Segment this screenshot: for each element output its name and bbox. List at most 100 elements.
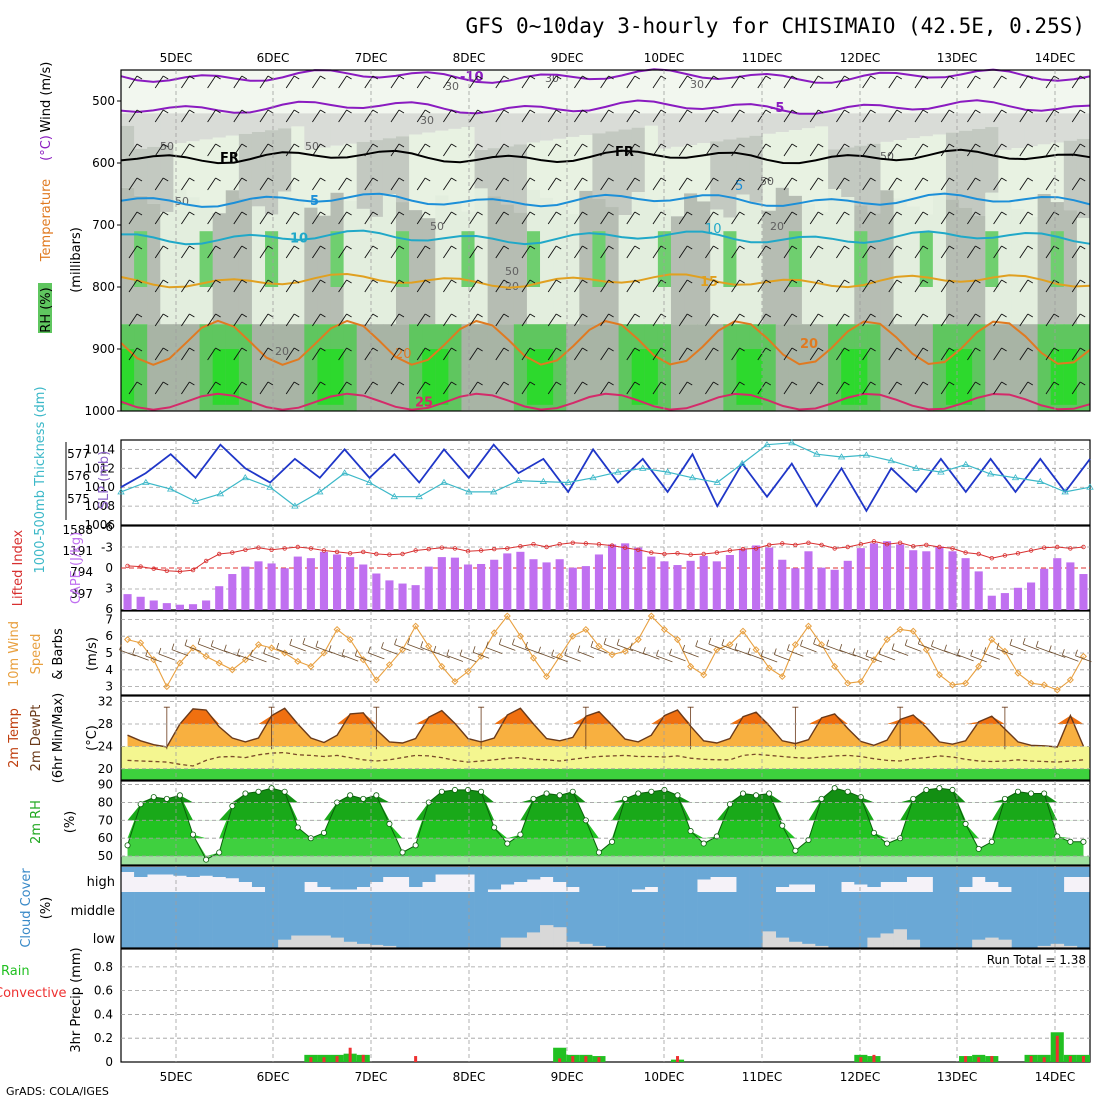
cloud-low-bar: [867, 937, 881, 948]
rh-band: [906, 138, 921, 207]
rh-band: [500, 146, 515, 205]
wind-barb: [862, 279, 876, 293]
cloud-middle-bar: [670, 892, 685, 948]
wind-barb: [783, 177, 798, 191]
cloud-middle-bar: [422, 892, 436, 948]
wind-barb: [547, 211, 562, 225]
cloud-middle-bar: [828, 892, 842, 948]
rh-band: [697, 201, 711, 325]
cloud-high-bar: [173, 867, 187, 876]
wind-tick-label: 7: [105, 612, 113, 626]
li-tick-label: -6: [101, 520, 113, 534]
rh-band: [238, 133, 253, 199]
lifted-index-point: [230, 550, 235, 555]
wind-speed-point: [254, 641, 263, 649]
wind-barb: [914, 109, 929, 123]
wind-barb: [940, 109, 955, 123]
lifted-index-point: [911, 544, 916, 549]
wind-barb: [600, 109, 614, 123]
wind-barb: [783, 211, 798, 225]
wind-barb: [312, 245, 326, 259]
cloud-low-bar: [1063, 945, 1078, 948]
rh-band: [278, 324, 292, 411]
wind-speed-point: [713, 646, 721, 654]
minmax-bar: [478, 706, 485, 750]
wind-barb-10m: [538, 646, 555, 660]
bottom-date-label: 6DEC: [257, 1070, 290, 1084]
wind-barb: [285, 177, 300, 191]
cloud-middle-bar: [919, 892, 934, 948]
wind-barb: [416, 245, 431, 259]
cloud-middle-bar: [932, 892, 947, 948]
lifted-index-point: [269, 547, 274, 552]
cape-bar: [385, 580, 394, 610]
temperature-contour-label: 10: [705, 222, 722, 237]
rh-band: [919, 136, 934, 215]
cloud-high-bar: [684, 867, 698, 892]
upper-air-frame: [120, 69, 1091, 412]
rh-point: [936, 785, 943, 792]
wind-barb-10m: [171, 643, 189, 657]
wind-speed-point: [412, 622, 420, 630]
lifted-index-point: [518, 544, 523, 549]
cloud-high-bar: [1011, 867, 1025, 892]
wind-barb: [1019, 75, 1034, 89]
wind-barb: [547, 245, 562, 259]
wind-barb: [731, 347, 745, 361]
rh-band: [998, 324, 1012, 411]
wind-barb: [862, 347, 876, 361]
wind-speed-point: [464, 667, 472, 676]
rh-band: [801, 324, 816, 411]
rh-band: [540, 140, 554, 198]
wind-barb-10m: [1048, 645, 1066, 658]
cloud-middle-bar: [723, 892, 737, 948]
wind-barb: [967, 381, 981, 395]
rh-point: [294, 824, 301, 831]
cloud-high-bar: [540, 867, 554, 877]
wind-barb: [521, 381, 536, 395]
wind-barb-10m: [721, 639, 739, 652]
cloud-low-bar: [893, 929, 907, 948]
rh-band: [395, 113, 410, 137]
wind-speed-point: [988, 636, 996, 644]
lifted-index-point: [177, 569, 183, 574]
thickness-point: [489, 488, 498, 495]
lifted-index-point: [151, 566, 156, 571]
wind-barb: [338, 211, 352, 225]
wind-barb: [312, 279, 326, 293]
wind-barb: [416, 177, 431, 191]
wind-speed-point: [503, 612, 511, 620]
precip-convective-bar: [1055, 1035, 1059, 1062]
rh-band: [605, 207, 620, 325]
wind-barb: [967, 211, 981, 225]
wind-barb-10m: [367, 646, 385, 660]
rh-band: [684, 193, 698, 325]
rh-band: [369, 140, 384, 217]
pressure-tick-label: 800: [92, 280, 115, 294]
rh-band: [985, 231, 999, 287]
wind-speed-point: [896, 625, 904, 634]
cloud-low-bar: [775, 937, 790, 948]
wind-barb-10m: [197, 637, 215, 651]
wind-axis-label-2: Speed: [29, 634, 44, 675]
wind-barb: [285, 245, 300, 259]
wind-barb: [574, 211, 588, 225]
wind-barb: [574, 75, 588, 89]
thickness-point: [514, 476, 523, 484]
wind-barb: [888, 347, 903, 361]
wind-barb-10m: [577, 645, 594, 658]
thickness-point: [837, 453, 846, 460]
rh-point: [438, 788, 445, 795]
rh-band: [828, 113, 842, 150]
wind-speed-point: [1053, 686, 1061, 694]
wind-barb: [836, 245, 850, 259]
rh-band: [670, 324, 685, 411]
wind-barb-10m: [642, 647, 660, 660]
cloud-high-bar: [828, 867, 842, 892]
wind-barb: [993, 313, 1007, 327]
wind-barb: [285, 347, 300, 361]
wind-barb-10m: [145, 649, 162, 663]
rh-band: [801, 113, 816, 129]
wind-barb: [547, 75, 562, 89]
